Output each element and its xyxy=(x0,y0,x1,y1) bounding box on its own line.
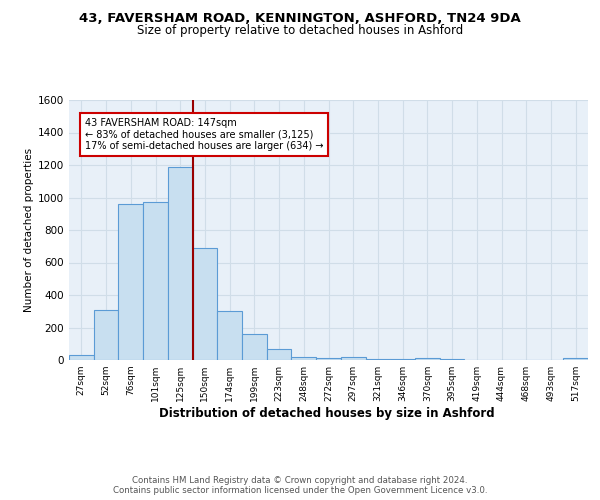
Bar xyxy=(242,334,267,360)
Bar xyxy=(390,359,415,360)
Bar xyxy=(118,204,143,360)
Bar xyxy=(415,358,440,360)
Bar xyxy=(217,311,242,360)
Text: Size of property relative to detached houses in Ashford: Size of property relative to detached ho… xyxy=(137,24,463,37)
Bar xyxy=(341,357,365,360)
Text: Distribution of detached houses by size in Ashford: Distribution of detached houses by size … xyxy=(159,408,495,420)
Bar xyxy=(292,357,316,360)
Text: 43, FAVERSHAM ROAD, KENNINGTON, ASHFORD, TN24 9DA: 43, FAVERSHAM ROAD, KENNINGTON, ASHFORD,… xyxy=(79,12,521,26)
Bar xyxy=(267,348,292,360)
Y-axis label: Number of detached properties: Number of detached properties xyxy=(24,148,34,312)
Bar xyxy=(563,358,588,360)
Bar xyxy=(316,358,341,360)
Bar xyxy=(94,310,118,360)
Bar xyxy=(143,202,168,360)
Text: 43 FAVERSHAM ROAD: 147sqm
← 83% of detached houses are smaller (3,125)
17% of se: 43 FAVERSHAM ROAD: 147sqm ← 83% of detac… xyxy=(85,118,323,151)
Bar xyxy=(365,358,390,360)
Text: Contains HM Land Registry data © Crown copyright and database right 2024.
Contai: Contains HM Land Registry data © Crown c… xyxy=(113,476,487,495)
Bar xyxy=(440,359,464,360)
Bar xyxy=(193,248,217,360)
Bar xyxy=(168,166,193,360)
Bar xyxy=(69,355,94,360)
